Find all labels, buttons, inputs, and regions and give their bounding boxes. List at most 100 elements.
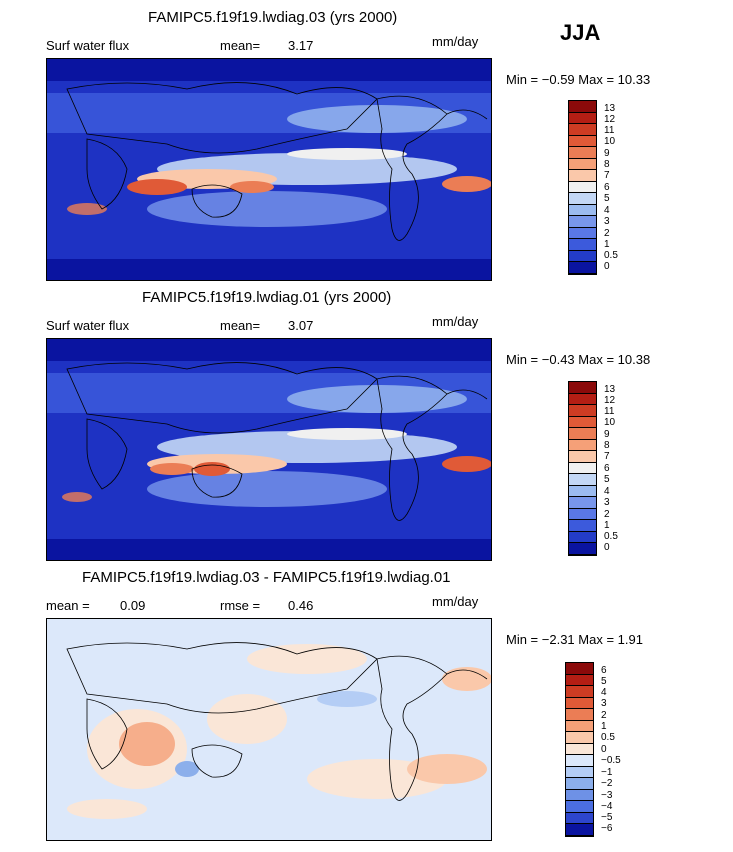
panel-3-tick: 5 xyxy=(601,676,607,687)
panel-2-tick: 12 xyxy=(604,395,616,406)
colorbar-swatch xyxy=(569,520,596,532)
colorbar-swatch xyxy=(569,474,596,486)
colorbar-swatch xyxy=(566,732,593,744)
panel-2-title: FAMIPC5.f19f19.lwdiag.01 (yrs 2000) xyxy=(142,289,392,306)
panel-3-tick: −6 xyxy=(601,823,613,834)
colorbar-swatch xyxy=(569,124,596,136)
panel-1-tick: 9 xyxy=(604,148,610,159)
panel-3-tick: 0 xyxy=(601,744,607,755)
colorbar-swatch xyxy=(566,766,593,779)
panel-2-tick: 3 xyxy=(604,497,610,508)
colorbar-swatch xyxy=(569,543,596,555)
panel-1-colorbar xyxy=(568,100,597,275)
panel-2-tick: 13 xyxy=(604,384,616,395)
colorbar-swatch xyxy=(569,227,596,240)
panel-1-tick: 0.5 xyxy=(604,250,618,261)
panel-2-map xyxy=(46,338,492,561)
colorbar-swatch xyxy=(569,416,596,429)
panel-1-tick: 11 xyxy=(604,125,615,136)
panel-2-tick: 1 xyxy=(604,520,610,531)
panel-3-tick: −2 xyxy=(601,778,613,789)
colorbar-swatch xyxy=(569,204,596,217)
panel-2-tick: 0.5 xyxy=(604,531,618,542)
panel-2-mean-label: mean= xyxy=(220,318,261,333)
colorbar-swatch xyxy=(569,485,596,498)
colorbar-swatch xyxy=(569,250,596,263)
panel-1-tick: 3 xyxy=(604,216,610,227)
colorbar-swatch xyxy=(569,439,596,452)
colorbar-swatch xyxy=(569,101,596,113)
panel-3-tick: 6 xyxy=(601,665,607,676)
panel-1-tick: 13 xyxy=(604,103,616,114)
panel-3-minmax: Min = −2.31 Max = 1.91 xyxy=(506,632,643,647)
panel-3-tick: 1 xyxy=(601,721,607,732)
colorbar-swatch xyxy=(569,428,596,440)
panel-1-tick: 12 xyxy=(604,114,616,125)
colorbar-swatch xyxy=(569,158,596,171)
panel-1-tick: 5 xyxy=(604,193,610,204)
colorbar-swatch xyxy=(569,193,596,205)
colorbar-swatch xyxy=(566,789,593,802)
colorbar-swatch xyxy=(566,755,593,767)
colorbar-swatch xyxy=(569,393,596,406)
colorbar-swatch xyxy=(569,216,596,228)
panel-1-tick: 7 xyxy=(604,170,610,181)
colorbar-swatch xyxy=(566,824,593,836)
panel-1-mean-value: 3.17 xyxy=(288,38,314,53)
panel-3-units: mm/day xyxy=(432,594,479,609)
panel-2-minmax: Min = −0.43 Max = 10.38 xyxy=(506,352,651,367)
panel-2-tick: 10 xyxy=(604,417,616,428)
panel-2-tick: 5 xyxy=(604,474,610,485)
colorbar-swatch xyxy=(566,743,593,756)
panel-3-rmse-value: 0.46 xyxy=(288,598,314,613)
panel-3-tick: −1 xyxy=(601,767,613,778)
colorbar-swatch xyxy=(566,709,593,721)
colorbar-swatch xyxy=(569,405,596,417)
panel-1-tick: 10 xyxy=(604,136,616,147)
colorbar-swatch xyxy=(566,801,593,813)
panel-3-colorbar-ticks: 6 5 4 3 2 1 0.5 0 −0.5 −1 −2 −3 −4 −5 −6 xyxy=(601,662,641,837)
panel-3-mean-value: 0.09 xyxy=(120,598,146,613)
panel-3-tick: −5 xyxy=(601,812,613,823)
colorbar-swatch xyxy=(566,674,593,687)
colorbar-swatch xyxy=(569,531,596,544)
panel-2-tick: 2 xyxy=(604,509,610,520)
panel-1-tick: 1 xyxy=(604,239,610,250)
colorbar-swatch xyxy=(569,147,596,159)
colorbar-swatch xyxy=(569,462,596,475)
panel-3-tick: 3 xyxy=(601,698,607,709)
colorbar-swatch xyxy=(566,720,593,733)
colorbar-swatch xyxy=(569,135,596,148)
colorbar-swatch xyxy=(569,112,596,125)
panel-3-map xyxy=(46,618,492,841)
panel-1-tick: 6 xyxy=(604,182,610,193)
colorbar-swatch xyxy=(566,778,593,790)
panel-2-variable-label: Surf water flux xyxy=(46,318,130,333)
panel-1-title: FAMIPC5.f19f19.lwdiag.03 (yrs 2000) xyxy=(148,9,398,26)
panel-2-tick: 0 xyxy=(604,542,610,553)
panel-2-units: mm/day xyxy=(432,314,479,329)
panel-2-tick: 11 xyxy=(604,406,615,417)
panel-2-tick: 8 xyxy=(604,440,610,451)
colorbar-swatch xyxy=(566,697,593,710)
colorbar-swatch xyxy=(569,170,596,182)
panel-1-mean-label: mean= xyxy=(220,38,261,53)
colorbar-swatch xyxy=(569,239,596,251)
panel-3-tick: 0.5 xyxy=(601,732,615,743)
panel-1-colorbar-ticks: 13 12 11 10 9 8 7 6 5 4 3 2 1 0.5 0 xyxy=(604,100,644,275)
panel-1-variable-label: Surf water flux xyxy=(46,38,130,53)
panel-3-tick: −4 xyxy=(601,801,613,812)
panel-3-tick: 2 xyxy=(601,710,607,721)
panel-2-tick: 9 xyxy=(604,429,610,440)
panel-1-map xyxy=(46,58,492,281)
panel-3-tick: 4 xyxy=(601,687,607,698)
panel-1-tick: 0 xyxy=(604,261,610,272)
season-label: JJA xyxy=(560,20,601,45)
panel-3-title: FAMIPC5.f19f19.lwdiag.03 - FAMIPC5.f19f1… xyxy=(82,569,451,586)
colorbar-swatch xyxy=(569,262,596,274)
panel-3-tick: −3 xyxy=(601,790,613,801)
panel-3-colorbar xyxy=(565,662,594,837)
panel-1-tick: 4 xyxy=(604,205,610,216)
panel-1-units: mm/day xyxy=(432,34,479,49)
panel-1-tick: 2 xyxy=(604,228,610,239)
